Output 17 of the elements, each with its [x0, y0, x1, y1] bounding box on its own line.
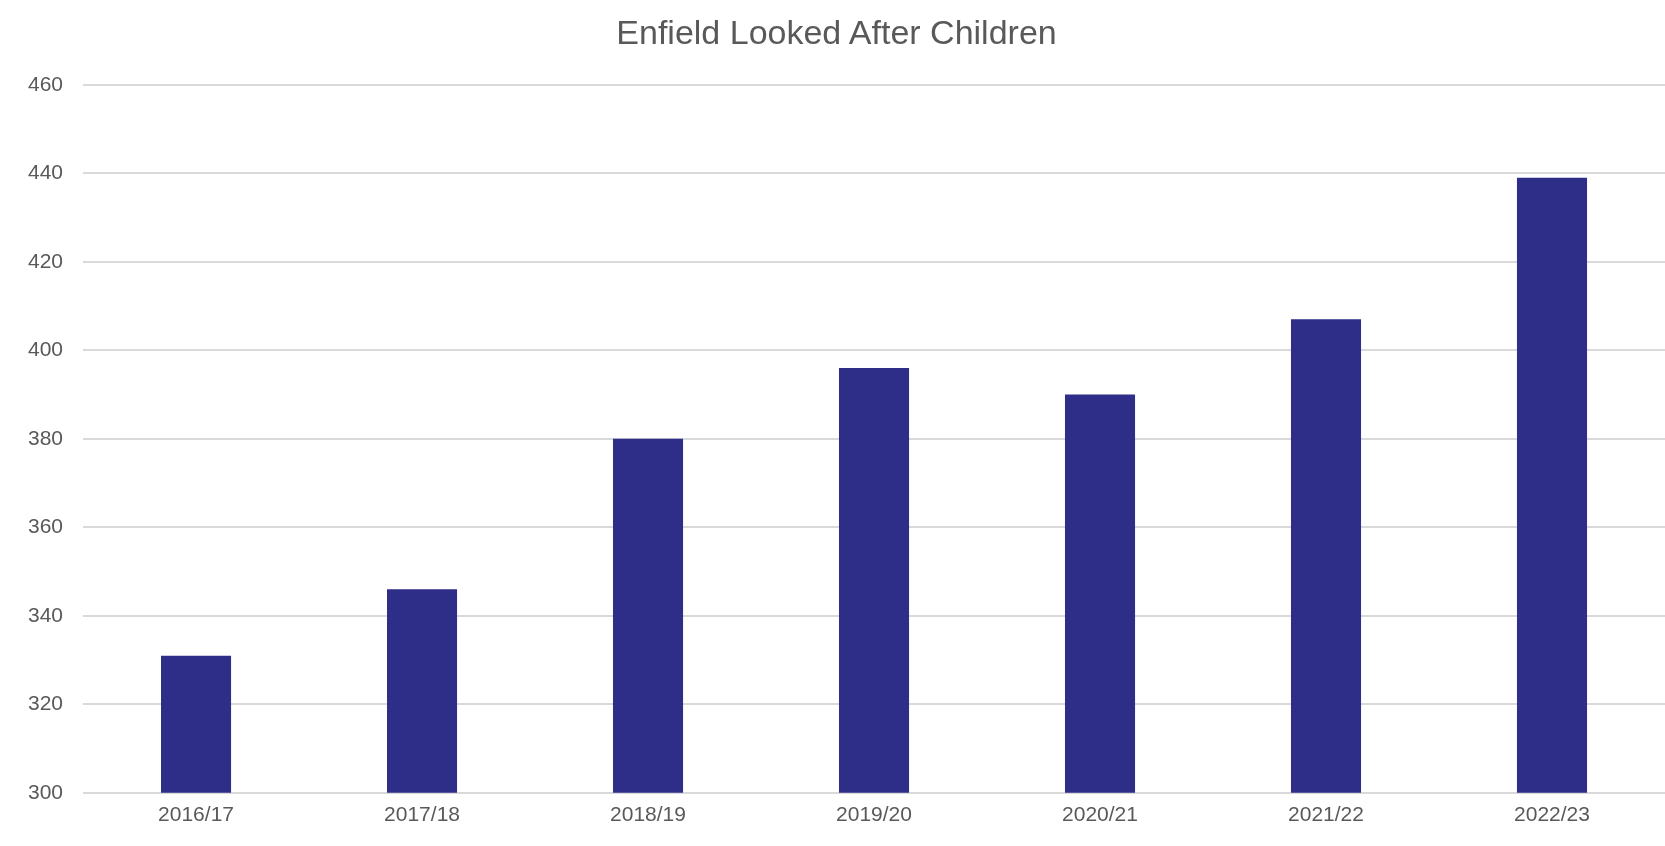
x-tick-label: 2021/22 [1288, 802, 1364, 826]
y-tick-label: 380 [27, 425, 64, 449]
y-tick-label: 320 [27, 691, 64, 715]
x-tick-label: 2019/20 [836, 802, 912, 826]
x-tick-label: 2022/23 [1514, 802, 1590, 826]
y-tick-label: 340 [27, 602, 64, 626]
x-tick-label: 2020/21 [1062, 802, 1138, 826]
y-tick-label: 460 [27, 71, 64, 95]
y-tick-label: 300 [27, 779, 64, 803]
chart-title: Enfield Looked After Children [616, 12, 1057, 51]
x-tick-label: 2016/17 [158, 802, 234, 826]
y-tick-label: 400 [27, 337, 64, 361]
x-tick-label: 2018/19 [610, 802, 686, 826]
y-tick-label: 440 [27, 160, 64, 184]
y-tick-label: 360 [27, 514, 64, 538]
x-tick-label: 2017/18 [384, 802, 460, 826]
y-tick-label: 420 [27, 248, 64, 272]
